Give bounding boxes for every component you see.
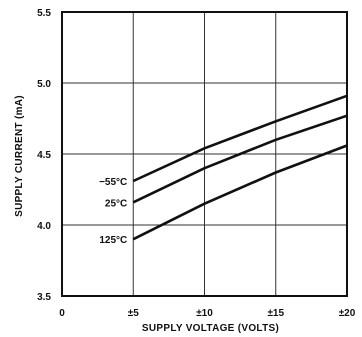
plot-frame	[61, 11, 348, 297]
series-line	[132, 144, 348, 241]
y-tick-label: 3.5	[37, 292, 51, 303]
y-tick-labels: 3.5 4.0 4.5 5.0 5.5	[37, 8, 51, 303]
x-tick-label: ±5	[128, 308, 139, 319]
x-tick-labels: 0 ±5 ±10 ±15 ±20	[59, 308, 356, 319]
series-lines	[132, 94, 348, 241]
x-tick-label: ±10	[196, 308, 213, 319]
series-label: 25°C	[105, 198, 127, 209]
y-tick-label: 5.5	[37, 8, 51, 19]
series-line	[132, 94, 348, 183]
y-axis-title: SUPPLY CURRENT (mA)	[14, 95, 25, 217]
x-tick-label: 0	[59, 308, 65, 319]
series-label: 125°C	[99, 235, 127, 246]
x-tick-label: ±15	[267, 308, 284, 319]
series-labels: −55°C 25°C 125°C	[99, 177, 127, 246]
grid	[62, 12, 347, 296]
y-tick-label: 5.0	[37, 79, 51, 90]
y-tick-label: 4.5	[37, 150, 51, 161]
x-axis-title: SUPPLY VOLTAGE (VOLTS)	[142, 323, 279, 334]
series-label: −55°C	[99, 177, 127, 188]
series-line	[132, 114, 348, 204]
x-tick-label: ±20	[339, 308, 356, 319]
y-tick-label: 4.0	[37, 221, 51, 232]
